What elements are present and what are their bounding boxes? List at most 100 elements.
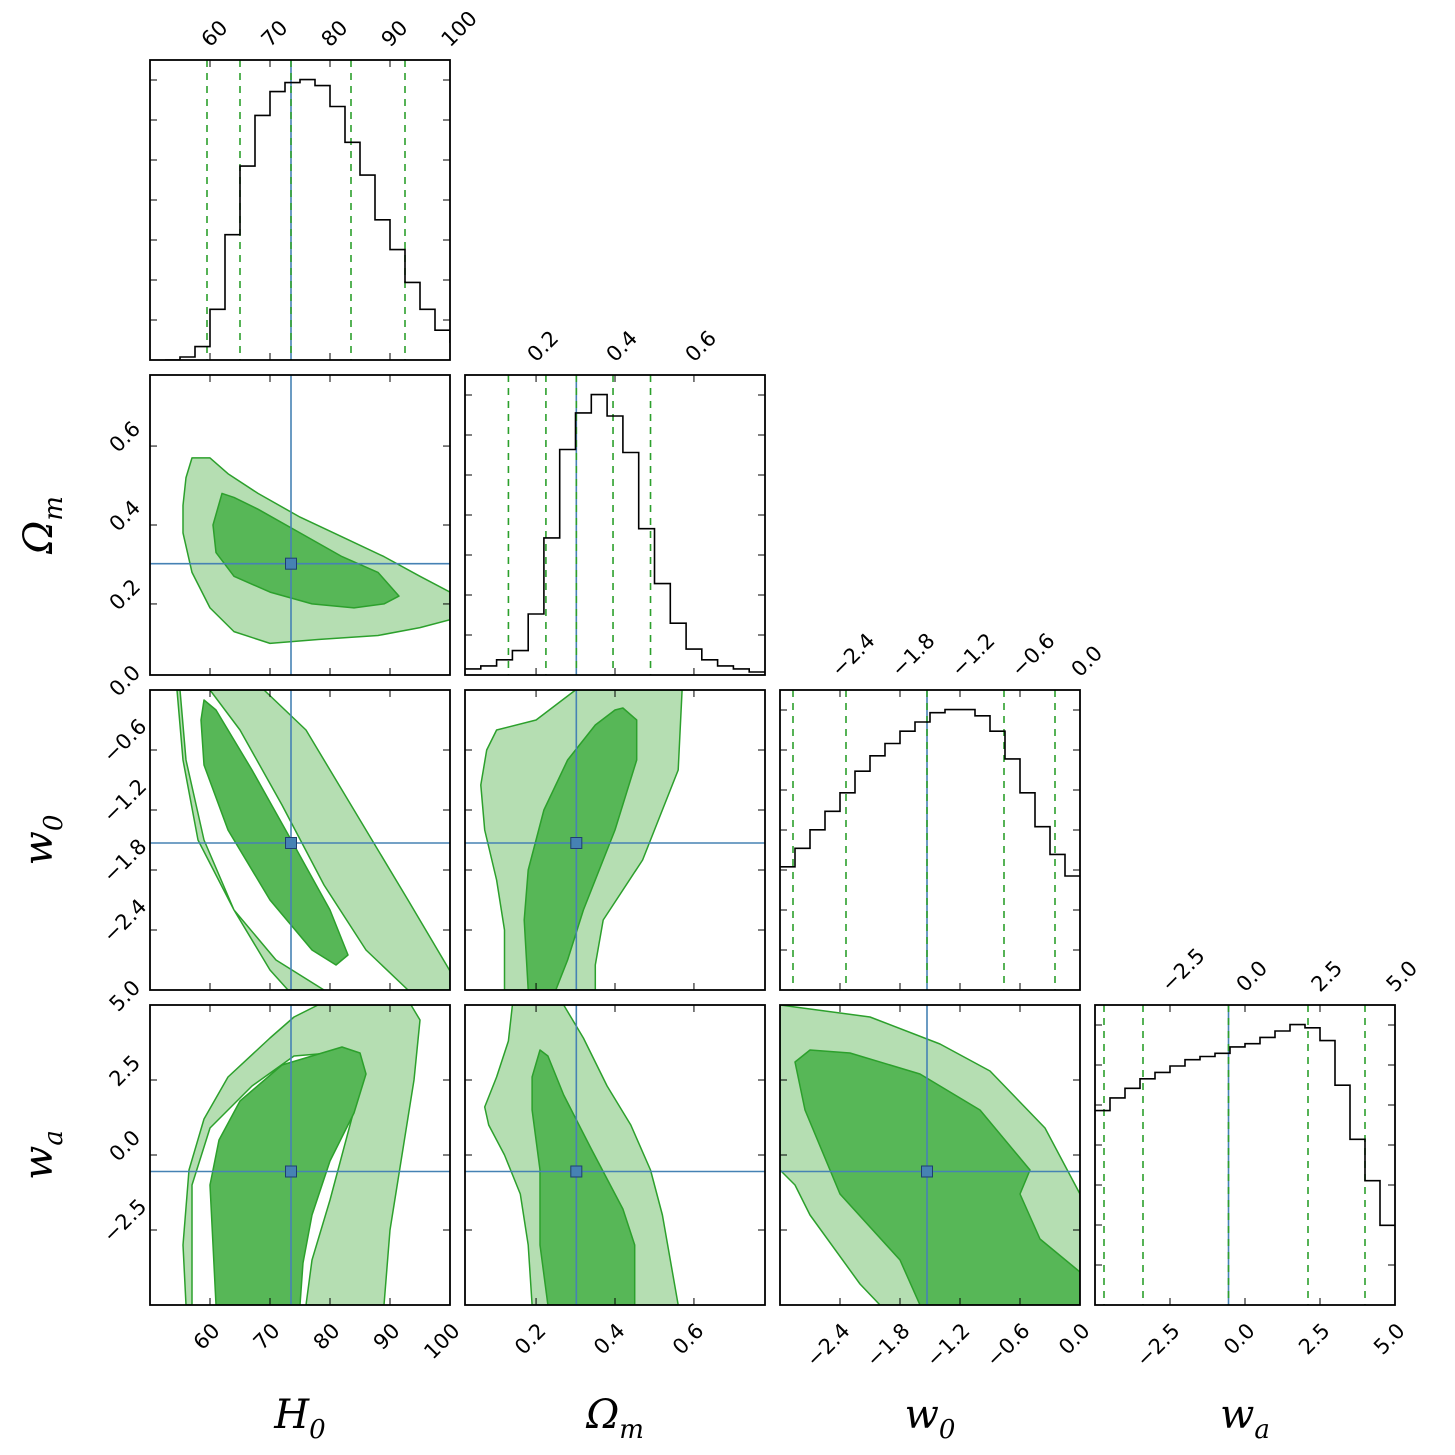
panel-content <box>780 690 1080 990</box>
histogram-step <box>780 708 1080 877</box>
histogram-step <box>465 393 765 673</box>
tick-label: 0.0 <box>1067 641 1108 682</box>
y-axis-label-Om: Ωm <box>16 496 69 555</box>
x-tick-label: −2.4 <box>802 1319 855 1372</box>
x-axis-label-sub: m <box>619 1415 644 1445</box>
y-tick-label: 0.4 <box>105 496 146 537</box>
panel-content <box>165 60 450 360</box>
x-tick-label: 80 <box>309 1319 345 1355</box>
truth-marker <box>285 837 297 849</box>
x-tick-label: 0.0 <box>1219 1319 1260 1360</box>
y-axis-label-wa: wa <box>16 1130 69 1180</box>
panel-frame <box>149 689 451 991</box>
panel-frame <box>149 374 451 676</box>
panel-wa-hist: −2.5 0.0 2.5 5.0 −2.5 0.0 2.5 5.0 <box>1094 944 1423 1372</box>
x-tick-label: 60 <box>189 1319 225 1355</box>
tick-label: −2.4 <box>827 629 880 682</box>
panel-content <box>465 375 765 675</box>
x-tick-label: 5.0 <box>1369 1319 1410 1360</box>
y-tick-label: 0.6 <box>105 417 146 458</box>
tick-label: 2.5 <box>1307 956 1348 997</box>
panel-frame <box>779 689 1081 991</box>
x-tick-label: 70 <box>249 1319 285 1355</box>
y-tick-label: 0.0 <box>105 1126 146 1167</box>
tick-label: −0.6 <box>1007 629 1060 682</box>
tick-label: −1.2 <box>947 629 1000 682</box>
x-tick-label: 2.5 <box>1294 1319 1335 1360</box>
x-axis-label-Om: Ωm <box>585 1392 644 1445</box>
panel-content <box>150 690 450 990</box>
y-axis-label-sub: 0 <box>39 815 69 832</box>
y-tick-label: −1.2 <box>98 774 151 827</box>
x-axis-label-sub: 0 <box>939 1415 956 1445</box>
y-tick-label: −1.8 <box>98 834 151 887</box>
x-axis-label-sub: 0 <box>309 1415 326 1445</box>
y-tick-label: −0.6 <box>98 714 151 767</box>
tick-label: 80 <box>317 16 353 52</box>
x-axis-label-w0: w0 <box>905 1392 956 1445</box>
panel-w0-hist: −2.4 −1.8 −1.2 −0.6 0.0 <box>779 629 1108 991</box>
y-tick-label: 2.5 <box>105 1051 146 1092</box>
x-tick-label: 90 <box>369 1319 405 1355</box>
truth-marker <box>285 557 297 570</box>
panel-content <box>1095 1005 1395 1305</box>
contour-outer <box>176 690 450 990</box>
tick-label: 60 <box>197 16 233 52</box>
contour-inner <box>212 492 400 609</box>
y-tick-label: 0.2 <box>105 574 146 615</box>
x-tick-label: 0.0 <box>1054 1319 1095 1360</box>
histogram-step <box>165 78 450 360</box>
tick-label: 0.2 <box>523 326 564 367</box>
panel-Om-vs-wa: 0.2 0.4 0.6 <box>464 1004 766 1360</box>
tick-label: 90 <box>377 16 413 52</box>
panel-content <box>150 375 450 675</box>
x-axis-label-H0: H0 <box>273 1392 325 1445</box>
panel-H0-vs-wa: −2.5 0.0 2.5 5.0 60 70 80 90 100 <box>98 976 464 1364</box>
y-axis-label-w0: w0 <box>16 815 69 866</box>
panel-frame <box>464 1004 766 1306</box>
tick-label: 5.0 <box>1382 956 1423 997</box>
panel-H0-vs-Om: 0.2 0.4 0.6 <box>105 374 451 676</box>
contour-inner <box>794 1049 1080 1305</box>
panel-H0-vs-w0: −2.4 −1.8 −1.2 −0.6 0.0 <box>98 661 451 991</box>
panel-H0-hist: 60 70 80 90 100 <box>149 6 482 361</box>
tick-label: −1.8 <box>887 629 940 682</box>
x-tick-label: 0.2 <box>510 1319 551 1360</box>
panel-frame <box>779 1004 1081 1306</box>
truth-marker <box>570 837 583 849</box>
panel-frame <box>1094 1004 1396 1306</box>
panel-content <box>465 690 765 990</box>
panel-frame <box>149 1004 451 1306</box>
x-axis-label-sub: a <box>1254 1415 1270 1445</box>
contour-inner <box>200 699 349 966</box>
tick-label: 0.6 <box>681 326 722 367</box>
panel-content <box>780 1005 1080 1305</box>
panel-frame <box>464 374 766 676</box>
tick-label: −2.5 <box>1157 944 1210 997</box>
truth-marker <box>921 1165 933 1178</box>
y-tick-label: 5.0 <box>105 976 146 1017</box>
panel-frame <box>149 59 451 361</box>
y-tick-label: −2.5 <box>98 1194 151 1247</box>
tick-label: 0.4 <box>602 326 643 367</box>
panel-Om-hist: 0.2 0.4 0.6 <box>464 326 766 676</box>
panel-frame <box>464 689 766 991</box>
x-tick-label: −1.8 <box>862 1319 915 1372</box>
y-axis-label-sub: m <box>39 496 69 521</box>
x-axis-label-wa: wa <box>1220 1392 1270 1445</box>
panel-Om-vs-w0 <box>464 689 766 991</box>
tick-label: 70 <box>257 16 293 52</box>
x-tick-label: 100 <box>419 1319 464 1364</box>
x-tick-label: −1.2 <box>922 1319 975 1372</box>
x-tick-label: −0.6 <box>982 1319 1035 1372</box>
x-tick-label: −2.5 <box>1132 1319 1185 1372</box>
histogram-step <box>1095 1023 1395 1227</box>
truth-marker <box>285 1165 297 1178</box>
x-tick-label: 0.4 <box>589 1319 630 1360</box>
panel-content <box>465 1005 765 1305</box>
tick-label: 100 <box>437 6 482 51</box>
y-tick-label: 0.0 <box>105 661 146 702</box>
panel-w0-vs-wa: −2.4 −1.8 −1.2 −0.6 0.0 <box>779 1004 1095 1372</box>
